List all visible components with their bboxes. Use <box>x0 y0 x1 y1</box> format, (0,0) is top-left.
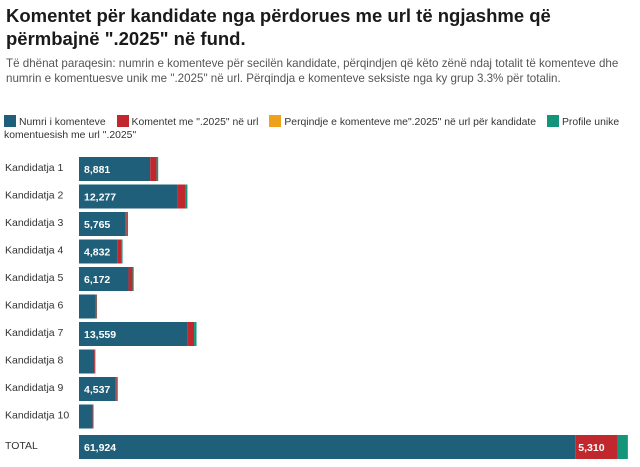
legend-swatch-percent <box>269 115 282 127</box>
chart-legend: Numri i komenteve Komentet me ".2025" në… <box>4 115 636 142</box>
data-label: 61,924 <box>84 442 116 454</box>
bar-segment <box>79 212 126 236</box>
bar-segment <box>79 377 116 401</box>
bar-segment <box>116 377 118 401</box>
legend-swatch-url2025 <box>116 115 129 127</box>
category-label: Kandidatja 9 <box>5 382 64 394</box>
data-label: 4,537 <box>84 384 110 396</box>
legend-label-unique: Profile unike komentuesish me url ".2025… <box>4 117 620 141</box>
bar-segment <box>187 322 195 346</box>
category-label: Kandidatja 7 <box>5 327 64 339</box>
category-label: Kandidatja 3 <box>5 217 64 229</box>
category-label: Kandidatja 5 <box>5 272 64 284</box>
legend-label-percent: Perqindje e komenteve me".2025" në url p… <box>284 117 537 128</box>
category-label: Kandidatja 1 <box>5 162 64 174</box>
legend-swatch-comments <box>4 115 16 127</box>
bar-segment <box>125 212 127 236</box>
bar-segment <box>115 377 117 401</box>
bar-segment <box>126 212 129 236</box>
bar-segment <box>79 239 118 264</box>
bar-chart: Kandidatja 1 8,881 Kandidatja 2 12,277 Kandi… <box>5 157 628 459</box>
chart-subtitle: Të dhënat paraqesin: numrin e komenteve … <box>6 57 619 85</box>
legend-label-url2025: Komentet me ".2025" në url <box>131 117 259 128</box>
bar-segment <box>121 239 123 264</box>
category-label: TOTAL <box>5 440 38 452</box>
bar-segment <box>92 404 94 429</box>
bar-segment <box>156 157 159 181</box>
bar-segment <box>575 435 618 459</box>
bar-segment <box>150 157 157 181</box>
bar-segment <box>79 322 188 346</box>
chart-title: Komentet për kandidate nga përdorues me … <box>6 5 551 49</box>
legend-item-percent: Perqindje e komenteve me".2025" në url p… <box>269 115 544 128</box>
data-label: 12,277 <box>84 192 116 204</box>
data-label: 13,559 <box>84 329 116 341</box>
bar-segment <box>79 294 96 319</box>
bar-segment <box>177 184 186 209</box>
bar-segment <box>185 184 188 209</box>
category-label: Kandidatja 6 <box>5 300 64 312</box>
bar-segment <box>132 267 134 291</box>
bar-segment <box>194 322 197 346</box>
legend-label-comments: Numri i komenteve <box>19 117 106 128</box>
bar-segment <box>94 349 96 374</box>
bar-segment <box>128 267 133 291</box>
bar-segment <box>79 349 95 374</box>
bar-segment <box>117 239 122 264</box>
data-label: 8,881 <box>84 164 110 176</box>
category-label: Kandidatja 10 <box>5 410 69 422</box>
bar-segment <box>79 157 151 181</box>
legend-item-comments: Numri i komenteve <box>4 115 114 128</box>
category-label: Kandidatja 2 <box>5 190 64 202</box>
bar-segment <box>617 435 628 459</box>
bar-segment <box>79 267 129 291</box>
legend-swatch-unique <box>546 115 559 127</box>
data-label: 5,310 <box>578 442 604 454</box>
bar-segment <box>79 184 178 209</box>
bar-segment <box>95 294 97 319</box>
legend-item-url2025: Komentet me ".2025" në url <box>116 115 267 128</box>
data-label: 6,172 <box>84 274 110 286</box>
legend-item-unique: Profile unike komentuesish me url ".2025… <box>4 115 620 141</box>
data-label: 5,765 <box>84 219 110 231</box>
bar-segment <box>79 404 93 429</box>
category-label: Kandidatja 8 <box>5 355 64 367</box>
data-label: 4,832 <box>84 247 110 259</box>
bar-segment <box>79 435 576 459</box>
category-label: Kandidatja 4 <box>5 245 64 257</box>
